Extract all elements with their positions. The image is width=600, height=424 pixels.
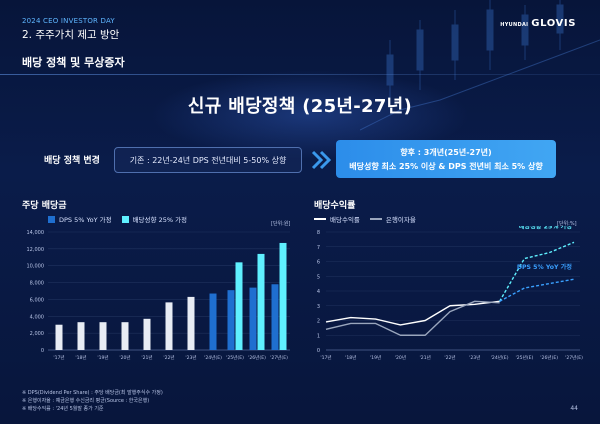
y-tick-label: 6,000 — [30, 297, 44, 303]
y-tick-label: 6 — [317, 260, 320, 266]
legend-label-dps5: DPS 5% YoY 가정 — [59, 216, 112, 224]
bar — [257, 253, 265, 350]
x-tick-label: '20년 — [395, 354, 406, 361]
y-tick-label: 0 — [41, 348, 44, 354]
x-tick-label: '19년 — [97, 354, 108, 361]
header-divider — [0, 74, 600, 75]
bar — [187, 296, 195, 350]
x-tick-label: '25년(E) — [226, 354, 244, 361]
background-candlestick-graphic — [360, 0, 600, 131]
company-logo: HYUNDAI GLOVIS — [500, 18, 576, 29]
x-tick-label: '26년(E) — [248, 354, 266, 361]
legend-line-bank — [369, 218, 382, 220]
dps-unit-label: [단위:원] — [271, 221, 291, 227]
series-annotation: 배당성향 25% 가정 — [519, 226, 573, 230]
series-line — [325, 300, 500, 326]
bar — [55, 324, 63, 350]
bar — [165, 302, 173, 350]
yield-chart-title: 배당수익률 — [314, 201, 356, 211]
x-tick-label: '22년 — [444, 354, 455, 361]
x-tick-label: '24년(E) — [204, 354, 222, 361]
legend-swatch-light — [121, 215, 129, 223]
bar — [279, 242, 287, 350]
x-tick-label: '20년 — [119, 354, 130, 361]
x-tick-label: '21년 — [420, 354, 431, 361]
yield-chart-legend: 배당수익률 은행이자율 — [314, 214, 416, 224]
page-subtitle: 배당 정책 및 무상증자 — [22, 56, 125, 69]
future-policy-period: 향후 : 3개년(25년-27년) — [400, 147, 492, 157]
bar — [77, 322, 85, 350]
y-tick-label: 8 — [317, 230, 320, 236]
legend-label-bank: 은행이자율 — [385, 216, 416, 224]
bar — [227, 290, 235, 350]
legend-label-yield: 배당수익률 — [330, 216, 360, 224]
y-tick-label: 4,000 — [30, 314, 44, 320]
dps-chart-legend: DPS 5% YoY 가정 배당성향 25% 가정 — [48, 214, 187, 224]
x-tick-label: '23년 — [185, 354, 196, 361]
event-label: 2024 CEO INVESTOR DAY — [22, 17, 115, 25]
bar — [99, 322, 107, 350]
y-tick-label: 14,000 — [27, 230, 45, 236]
section-label: 2. 주주가치 제고 방안 — [22, 29, 120, 41]
bar — [143, 318, 151, 350]
bar — [121, 322, 129, 350]
dps-chart-title: 주당 배당금 — [22, 201, 67, 211]
footnote-yield: ※ 배당수익률 : '24년 5월말 종가 기준 — [22, 406, 104, 412]
bar — [249, 287, 257, 350]
x-tick-label: '24년(E) — [491, 354, 509, 361]
legend-swatch-dark — [48, 215, 55, 223]
x-tick-label: '19년 — [370, 354, 381, 361]
future-policy-text: 배당성향 최소 25% 이상 & DPS 전년비 최소 5% 상향 — [349, 161, 543, 171]
x-tick-label: '22년 — [163, 354, 174, 361]
bar — [271, 284, 279, 350]
page-number: 44 — [570, 405, 578, 412]
series-line — [498, 241, 575, 302]
logo-big-text: GLOVIS — [531, 18, 576, 29]
y-tick-label: 12,000 — [27, 247, 45, 253]
y-tick-label: 7 — [317, 245, 320, 251]
series-line — [325, 300, 500, 336]
y-tick-label: 1 — [317, 333, 320, 339]
x-tick-label: '25년(E) — [515, 354, 533, 361]
current-policy-box: 기존 : 22년-24년 DPS 전년대비 5-50% 상향 — [114, 147, 302, 173]
y-tick-label: 10,000 — [27, 264, 45, 270]
page-title: 신규 배당정책 (25년-27년) — [187, 96, 413, 117]
x-tick-label: '23년 — [469, 354, 480, 361]
y-tick-label: 0 — [317, 348, 320, 354]
footnote-dps: ※ DPS(Dividend Per Share) : 주당 배당금(최 발행주… — [22, 390, 163, 396]
bar — [209, 293, 217, 350]
yield-line-chart: 0 1 2 3 4 5 6 7 8 배당성향 25% 가정 DPS 5% YoY 가정 '17년 '18… — [317, 226, 583, 361]
series-line — [499, 278, 575, 302]
y-tick-label: 5 — [317, 274, 320, 280]
x-tick-label: '17년 — [320, 354, 331, 361]
x-tick-label: '27년(E) — [565, 354, 583, 361]
x-tick-label: '18년 — [345, 354, 356, 361]
y-tick-label: 2 — [317, 319, 320, 325]
footnote-bank-rate: ※ 은행이자율 : 예금은행 수신금리 평균(Source : 한국은행) — [22, 398, 150, 404]
bar — [235, 262, 243, 350]
y-tick-label: 8,000 — [30, 281, 44, 287]
x-tick-label: '21년 — [141, 354, 152, 361]
policy-change-label: 배당 정책 변경 — [44, 156, 100, 166]
dps-bar-chart: 0 2,000 4,000 6,000 8,000 10,000 12,000 14,000 '… — [27, 230, 290, 361]
footnotes: ※ DPS(Dividend Per Share) : 주당 배당금(최 발행주… — [22, 389, 163, 413]
x-tick-label: '27년(E) — [270, 354, 288, 361]
y-tick-label: 3 — [317, 304, 320, 310]
legend-line-yield — [314, 218, 326, 220]
future-policy-box: 향후 : 3개년(25년-27년) 배당성향 최소 25% 이상 & DPS 전… — [336, 140, 556, 178]
logo-small-text: HYUNDAI — [500, 22, 529, 28]
yield-unit-label: [단위:%] — [557, 221, 577, 227]
series-annotation: DPS 5% YoY 가정 — [517, 263, 572, 271]
legend-label-payout25: 배당성향 25% 가정 — [132, 216, 188, 224]
current-policy-text: 기존 : 22년-24년 DPS 전년대비 5-50% 상향 — [129, 155, 287, 165]
double-chevron-right-icon — [311, 150, 332, 170]
x-tick-label: '26년(E) — [540, 354, 558, 361]
y-tick-label: 2,000 — [30, 331, 44, 337]
x-tick-label: '18년 — [75, 354, 86, 361]
x-tick-label: '17년 — [53, 354, 64, 361]
y-tick-label: 4 — [317, 289, 320, 295]
